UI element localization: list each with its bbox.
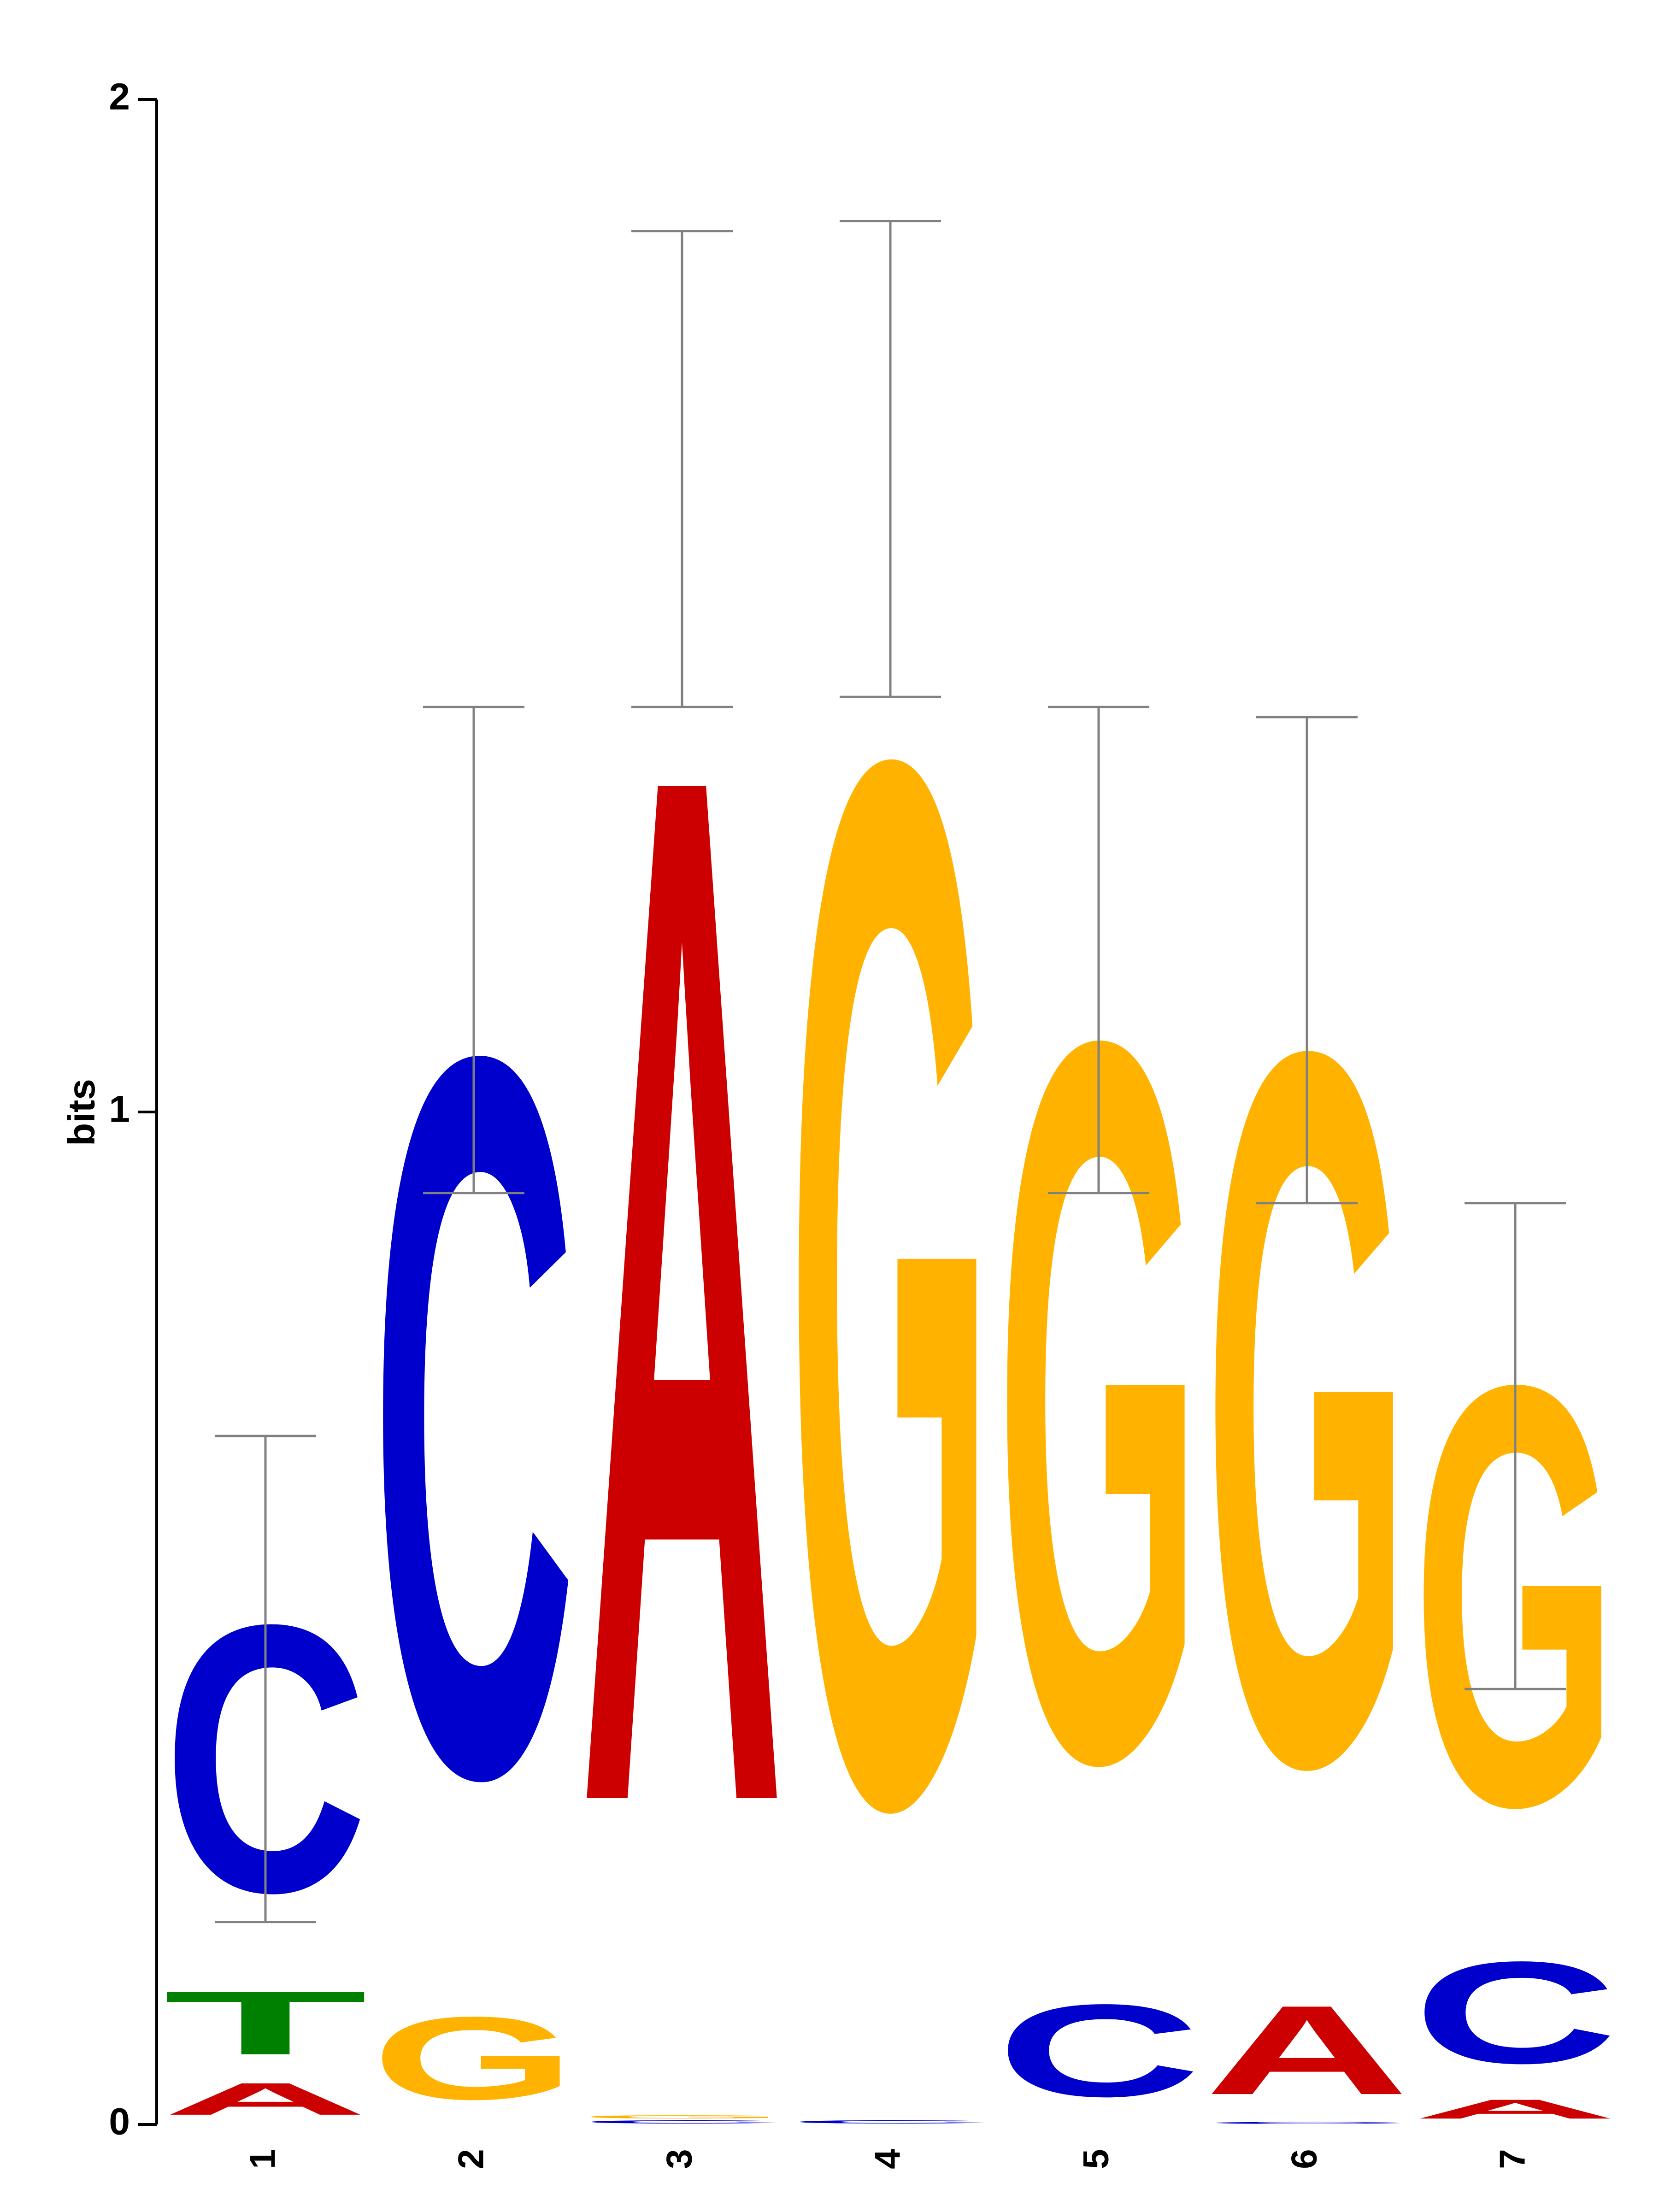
logo-letter-c-pos3: C xyxy=(580,2119,784,2124)
logo-letter-a-pos6: A xyxy=(1205,1979,1409,2121)
x-tick-label-4: 4 xyxy=(867,2149,908,2169)
x-tick-label-3: 3 xyxy=(659,2149,700,2169)
logo-letter-t-pos1: T xyxy=(163,1972,368,2073)
logo-letter-c-pos6: C xyxy=(1205,2121,1409,2124)
x-tick-label-2: 2 xyxy=(451,2149,491,2169)
logo-letter-c-pos7: C xyxy=(1413,1931,1618,2094)
y-tick-label-2: 2 xyxy=(109,76,130,118)
y-tick-label-0: 0 xyxy=(109,2101,130,2143)
logo-letter-c-pos4: C xyxy=(788,2119,993,2124)
x-tick-label-5: 5 xyxy=(1076,2149,1116,2169)
errorbar-layer xyxy=(215,220,1566,1924)
y-tick-label-1: 1 xyxy=(109,1088,130,1130)
logo-letter-c-pos5: C xyxy=(996,1977,1201,2124)
logo-letter-a-pos3: A xyxy=(580,467,784,2110)
x-tick-label-6: 6 xyxy=(1284,2149,1324,2169)
y-ticks: 0 1 2 xyxy=(109,76,157,2143)
logo-letter-a-pos1: A xyxy=(163,2074,368,2124)
logo-letter-g-pos2: G xyxy=(371,1992,576,2124)
logo-letter-a-pos7: A xyxy=(1413,2094,1618,2124)
y-axis-label: bits xyxy=(61,1079,103,1146)
x-tick-labels: 1 2 3 4 5 6 7 xyxy=(242,2149,1533,2169)
logo-letter-g-pos3: G xyxy=(580,2114,784,2119)
x-tick-label-1: 1 xyxy=(242,2149,283,2169)
x-tick-label-7: 7 xyxy=(1492,2149,1533,2169)
logo-letter-g-pos4: G xyxy=(788,451,993,2115)
